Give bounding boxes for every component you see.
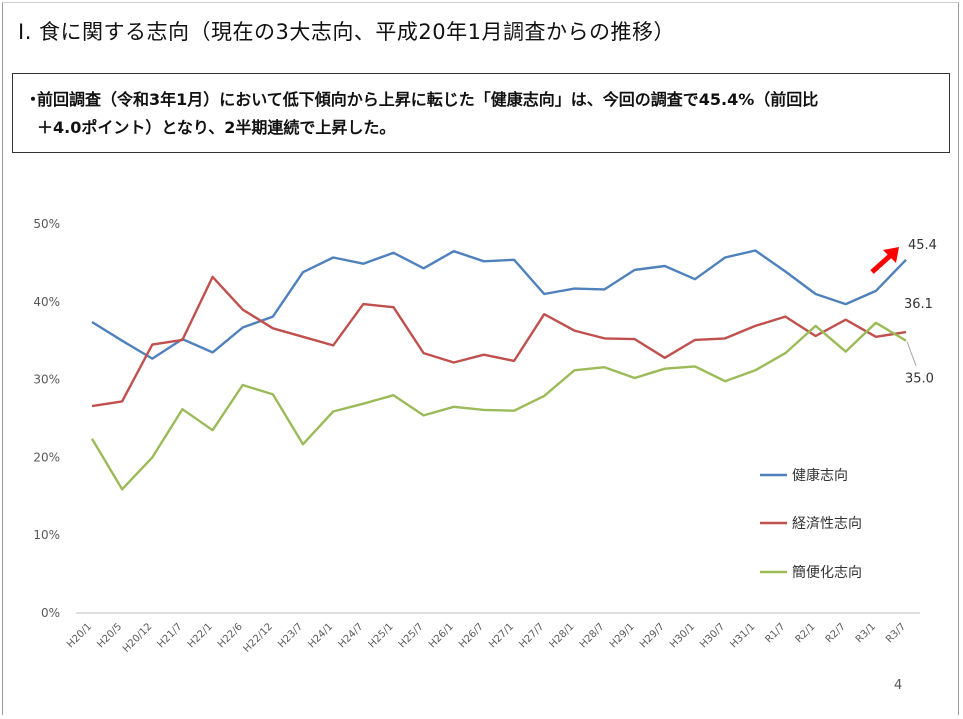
data-label-leader <box>906 341 917 366</box>
summary-bullet: ・ <box>25 90 42 109</box>
x-tick-label: H22/12 <box>242 621 275 654</box>
y-tick-label: 10% <box>33 528 60 542</box>
trend-arrow-head-icon <box>883 247 899 263</box>
x-tick-label: H22/1 <box>186 621 215 650</box>
legend-label: 簡便化志向 <box>792 565 862 581</box>
x-tick-label: R2/1 <box>794 621 818 645</box>
x-tick-label: H20/1 <box>65 621 94 650</box>
trend-arrow-icon <box>870 253 893 274</box>
x-tick-label: H22/6 <box>216 621 245 650</box>
x-tick-label: H20/5 <box>95 621 124 650</box>
x-tick-label: H26/1 <box>427 621 456 650</box>
x-tick-label: H24/1 <box>306 621 335 650</box>
summary-line-1: 前回調査（令和3年1月）において低下傾向から上昇に転じた「健康志向」は、今回の調… <box>37 90 819 109</box>
x-tick-label: H29/1 <box>608 621 637 650</box>
x-tick-label: H25/7 <box>397 621 426 650</box>
y-tick-label: 40% <box>33 295 60 309</box>
x-tick-label: H30/1 <box>668 621 697 650</box>
data-label-convenience: 35.0 <box>905 372 934 387</box>
x-tick-label: H29/7 <box>638 621 667 650</box>
page-title: Ⅰ. 食に関する志向（現在の3大志向、平成20年1月調査からの推移） <box>18 20 675 44</box>
x-tick-label: H25/1 <box>367 621 396 650</box>
y-tick-label: 50% <box>33 217 60 231</box>
x-tick-label: R1/7 <box>763 621 787 645</box>
legend-label: 経済性志向 <box>792 516 862 532</box>
x-tick-label: R3/1 <box>854 621 878 645</box>
x-tick-label: H23/7 <box>276 621 305 650</box>
y-tick-label: 30% <box>33 373 60 387</box>
x-tick-label: H26/7 <box>457 621 486 650</box>
x-tick-label: H21/7 <box>156 621 185 650</box>
x-tick-label: H28/1 <box>548 621 577 650</box>
data-label-economy: 36.1 <box>904 297 933 312</box>
x-tick-label: H28/7 <box>578 621 607 650</box>
series-line-1 <box>91 249 907 360</box>
x-tick-label: H24/7 <box>336 621 365 650</box>
summary-line-2: ＋4.0ポイント）となり、2半期連続で上昇した。 <box>37 118 396 137</box>
x-tick-label: H31/1 <box>728 621 757 650</box>
data-label-health: 45.4 <box>908 238 937 253</box>
series-line-2 <box>91 275 907 408</box>
y-tick-label: 0% <box>41 606 60 620</box>
x-tick-label: R3/7 <box>884 621 908 645</box>
page-number: 4 <box>894 678 903 693</box>
x-tick-label: H27/7 <box>517 621 546 650</box>
x-tick-label: H20/12 <box>121 621 154 654</box>
y-tick-label: 20% <box>33 450 60 464</box>
x-tick-label: R2/7 <box>824 621 848 645</box>
x-tick-label: H30/7 <box>698 621 727 650</box>
series-line-3 <box>90 321 907 491</box>
legend-label: 健康志向 <box>792 467 848 484</box>
x-tick-label: H27/1 <box>487 621 516 650</box>
summary-box: ・ 前回調査（令和3年1月）において低下傾向から上昇に転じた「健康志向」は、今回… <box>12 73 950 153</box>
